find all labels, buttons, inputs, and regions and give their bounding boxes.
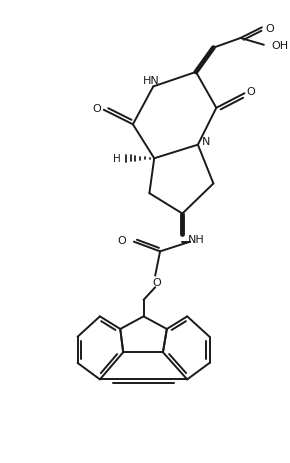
Text: H: H [113,154,120,164]
Text: O: O [153,278,162,288]
Text: N: N [202,137,210,146]
Text: O: O [266,24,275,34]
Text: O: O [117,235,126,245]
Text: HN: HN [143,75,160,86]
Text: O: O [247,87,255,97]
Text: NH: NH [188,234,205,244]
Text: OH: OH [272,41,289,50]
Text: O: O [93,104,102,113]
